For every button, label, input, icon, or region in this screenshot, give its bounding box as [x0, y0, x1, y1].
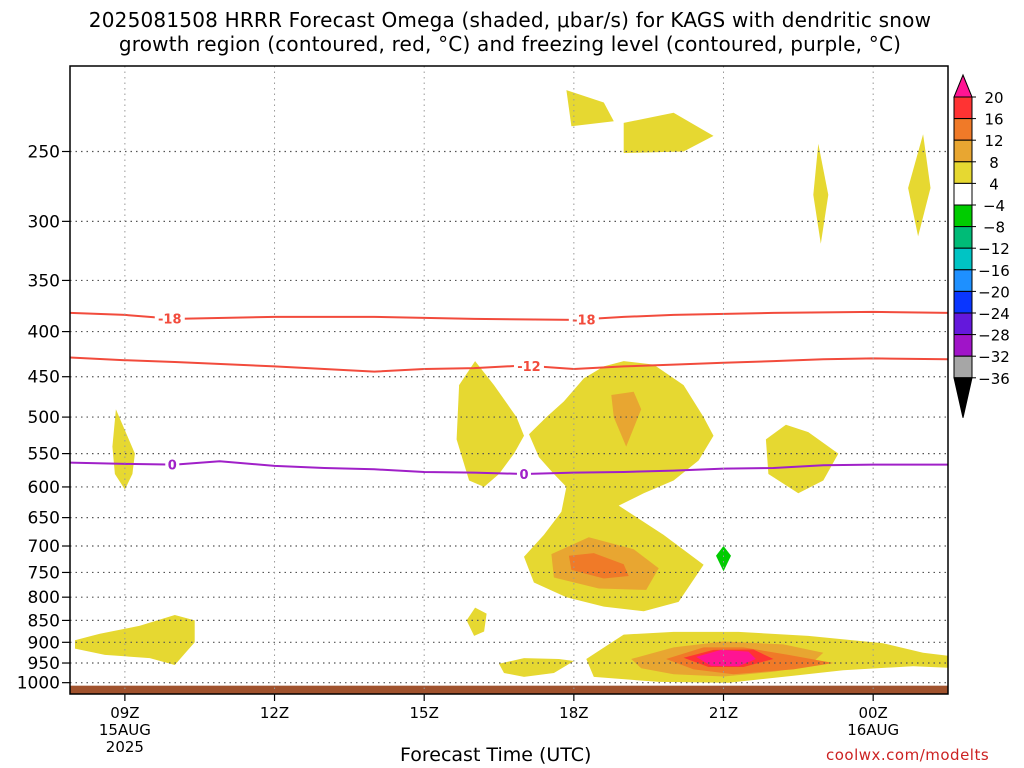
xtick-label-21-0: 21Z [709, 704, 738, 722]
colorbar-tick-label-4: 4 [989, 175, 999, 193]
omega-region-5 [456, 361, 524, 487]
colorbar-tick-label-5: −4 [983, 197, 1005, 215]
ytick-label-900: 900 [28, 633, 60, 653]
colorbar-swatch-4 [953, 161, 973, 184]
credit-link[interactable]: coolwx.com/modelts [826, 746, 990, 764]
colorbar-swatch-8 [953, 247, 973, 271]
chart-title-line2: growth region (contoured, red, °C) and f… [118, 32, 902, 56]
colorbar-bottom-arrow [953, 377, 973, 418]
xtick-label-12-0: 12Z [260, 704, 289, 722]
omega-region-11 [466, 607, 487, 636]
ytick-label-850: 850 [28, 611, 60, 631]
contour-label-bg-2-1 [516, 466, 531, 481]
ytick-label-700: 700 [28, 537, 60, 557]
colorbar-swatch-10 [953, 290, 973, 314]
omega-region-2 [813, 143, 829, 244]
omega-region-0 [566, 90, 614, 127]
colorbar-tick-label-12: −32 [978, 348, 1010, 366]
omega-region-19 [716, 546, 731, 572]
contour-label-2-1: 0 [519, 468, 528, 483]
contour-line-1 [70, 356, 948, 373]
omega-region-13 [499, 658, 574, 677]
ytick-label-400: 400 [28, 323, 60, 343]
omega-region-4 [112, 409, 135, 490]
colorbar-tick-label-2: 12 [984, 132, 1003, 150]
contour-label-2-0: 0 [168, 459, 177, 474]
colorbar-tick-label-11: −28 [978, 327, 1010, 345]
chart-title-line1: 2025081508 HRRR Forecast Omega (shaded, … [88, 8, 932, 32]
contour-label-0-1: -18 [572, 313, 596, 328]
xtick-label-24-1: 16AUG [847, 721, 899, 739]
ytick-label-350: 350 [28, 271, 60, 291]
colorbar-tick-label-0: 20 [984, 89, 1003, 107]
colorbar-swatch-11 [953, 312, 973, 336]
contour-label-bg-0-0 [154, 311, 185, 326]
chart-title: 2025081508 HRRR Forecast Omega (shaded, … [0, 8, 1020, 56]
colorbar-tick-label-8: −16 [978, 262, 1010, 280]
colorbar-tick-label-3: 8 [989, 154, 999, 172]
ytick-label-450: 450 [28, 368, 60, 388]
x-axis-label: Forecast Time (UTC) [400, 744, 592, 766]
ytick-label-300: 300 [28, 212, 60, 232]
xtick-label-9-1: 15AUG [99, 721, 151, 739]
colorbar-tick-label-13: −36 [978, 370, 1010, 388]
ytick-label-550: 550 [28, 445, 60, 465]
colorbar-top-arrow [953, 73, 973, 98]
xtick-label-15-0: 15Z [410, 704, 439, 722]
colorbar-swatch-9 [953, 269, 973, 292]
colorbar-tick-label-7: −12 [978, 240, 1010, 258]
colorbar-swatch-13 [953, 355, 973, 379]
ytick-label-650: 650 [28, 509, 60, 529]
colorbar-tick-label-10: −24 [978, 305, 1010, 323]
contour-label-bg-2-0 [165, 457, 180, 472]
contour-line-0 [70, 310, 948, 321]
contour-label-bg-0-1 [568, 312, 599, 327]
omega-region-10 [765, 424, 839, 494]
xtick-label-24-0: 00Z [858, 704, 887, 722]
colorbar-swatch-2 [953, 118, 973, 141]
contour-label-1-0: -12 [517, 360, 541, 375]
colorbar-tick-label-1: 16 [984, 111, 1003, 129]
colorbar-tick-label-6: −8 [983, 219, 1005, 237]
xtick-label-9-2: 2025 [106, 738, 144, 756]
ytick-label-600: 600 [28, 478, 60, 498]
colorbar-swatch-3 [953, 139, 973, 163]
colorbar-swatch-7 [953, 226, 973, 249]
colorbar-swatch-12 [953, 334, 973, 357]
omega-region-1 [623, 112, 714, 153]
contour-label-0-0: -18 [158, 313, 182, 328]
ytick-label-800: 800 [28, 588, 60, 608]
contour-line-2 [70, 460, 948, 476]
xtick-label-9-0: 09Z [110, 704, 139, 722]
omega-region-12 [75, 615, 195, 665]
omega-region-9 [611, 391, 642, 447]
omega-region-18 [696, 649, 756, 667]
ytick-label-500: 500 [28, 408, 60, 428]
xtick-label-18-0: 18Z [559, 704, 588, 722]
contour-label-bg-1-0 [513, 358, 544, 373]
colorbar-swatch-1 [953, 96, 973, 120]
ytick-label-250: 250 [28, 142, 60, 162]
colorbar-tick-label-9: −20 [978, 283, 1010, 301]
omega-region-8 [568, 553, 629, 579]
terrain-band [70, 685, 948, 694]
plot-frame [69, 65, 949, 695]
colorbar-swatch-6 [953, 204, 973, 228]
ytick-label-750: 750 [28, 563, 60, 583]
omega-region-3 [908, 134, 931, 237]
ytick-label-1000: 1000 [17, 674, 60, 694]
colorbar-swatch-5 [953, 182, 973, 206]
ytick-label-950: 950 [28, 654, 60, 674]
